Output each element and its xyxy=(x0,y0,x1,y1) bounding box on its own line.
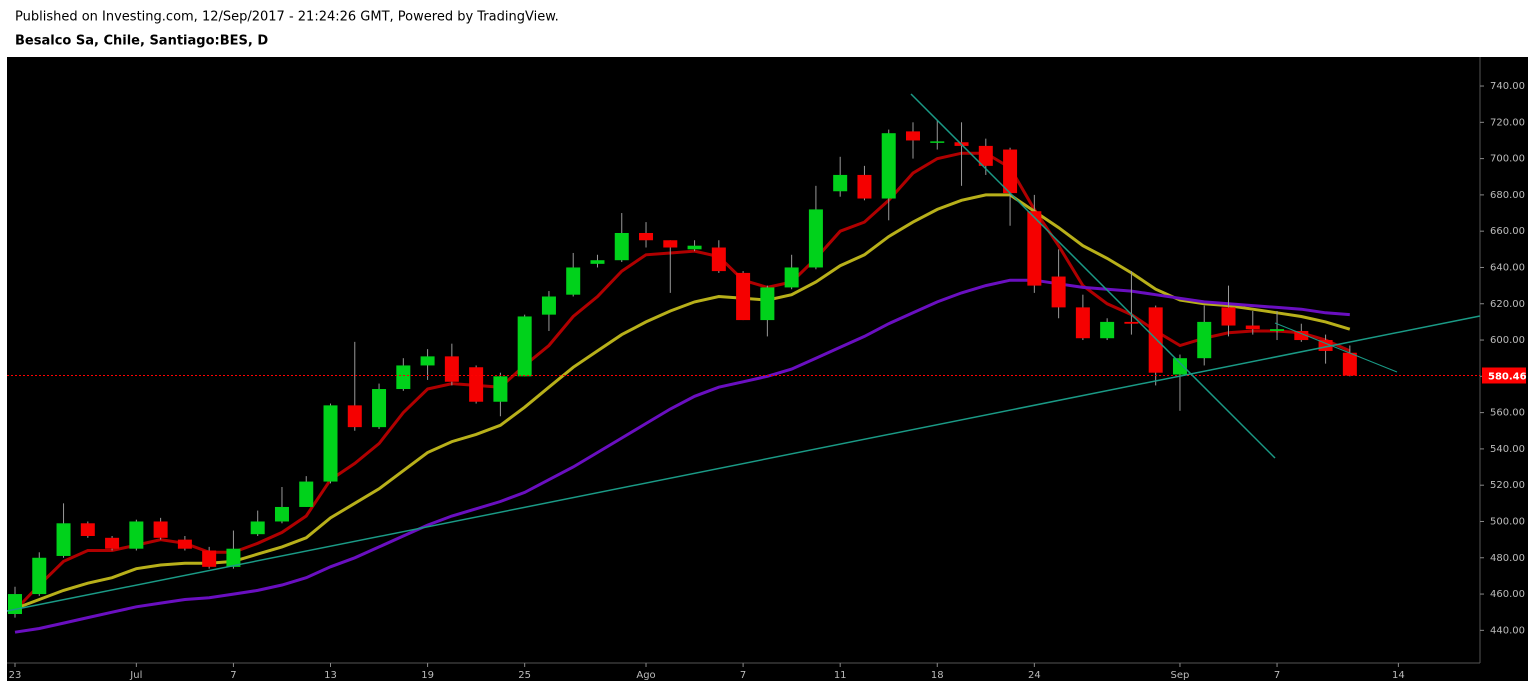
candle-body xyxy=(469,367,484,402)
candle-body xyxy=(80,523,95,536)
x-tick-label: 7 xyxy=(740,670,746,681)
y-tick-label: 680.00 xyxy=(1490,190,1525,201)
candle-body xyxy=(1003,149,1018,194)
x-tick-label: 25 xyxy=(518,670,531,681)
candle-body xyxy=(711,247,726,272)
candle-body xyxy=(736,272,751,321)
plot: 440.00 460.00 480.00 500.00 520.00 540.00 560.… xyxy=(7,81,1527,681)
candle-body xyxy=(833,174,848,192)
candle-body xyxy=(1342,352,1357,376)
trend-line xyxy=(6,315,1481,612)
candle-body xyxy=(930,141,945,143)
x-tick-label: 24 xyxy=(1028,670,1041,681)
candle-body xyxy=(566,267,581,295)
candle-body xyxy=(56,523,71,556)
plot-background xyxy=(7,57,1528,681)
candle-body xyxy=(1100,321,1115,339)
y-tick-label: 540.00 xyxy=(1490,444,1525,455)
trend-line xyxy=(1274,322,1398,373)
x-tick-label: 14 xyxy=(1392,670,1405,681)
candle-body xyxy=(784,267,799,288)
candle-body xyxy=(808,209,823,268)
candle-body xyxy=(1172,358,1187,375)
candle-body xyxy=(857,174,872,199)
candle-body xyxy=(614,232,629,261)
candle-body xyxy=(1075,307,1090,339)
candle-body xyxy=(105,537,120,549)
x-tick-label: Jul xyxy=(129,670,142,681)
candle-body xyxy=(177,539,192,549)
candle-body xyxy=(396,365,411,390)
candle-body xyxy=(663,240,678,248)
x-tick-label: 19 xyxy=(421,670,434,681)
candle-body xyxy=(1027,211,1042,286)
y-tick-label: 500.00 xyxy=(1490,516,1525,527)
y-tick-label: 740.00 xyxy=(1490,81,1525,92)
y-tick-label: 640.00 xyxy=(1490,262,1525,273)
candle-body xyxy=(299,481,314,507)
y-tick-label: 560.00 xyxy=(1490,408,1525,419)
candle-body xyxy=(202,550,217,567)
y-tick-label: 720.00 xyxy=(1490,117,1525,128)
y-tick-label: 480.00 xyxy=(1490,553,1525,564)
moving-average-line xyxy=(14,278,1350,634)
y-tick-label: 460.00 xyxy=(1490,589,1525,600)
candle-body xyxy=(226,548,241,567)
x-tick-label: 23 xyxy=(9,670,22,681)
x-tick-label: 11 xyxy=(834,670,847,681)
candle-body xyxy=(1318,340,1333,351)
candle-body xyxy=(541,296,556,315)
y-tick-label: 600.00 xyxy=(1490,335,1525,346)
x-tick-label: Ago xyxy=(636,670,655,681)
source-line: Published on Investing.com, 12/Sep/2017 … xyxy=(15,10,559,25)
y-tick-label: 440.00 xyxy=(1490,625,1525,636)
chart-title: Besalco Sa, Chile, Santiago:BES, D xyxy=(15,34,268,49)
candle-body xyxy=(687,245,702,250)
candle-body xyxy=(493,376,508,402)
candle-body xyxy=(444,356,459,382)
candle-body xyxy=(32,557,47,595)
candle-body xyxy=(760,287,775,321)
last-price-label: 580.46 xyxy=(1488,371,1527,382)
candle-body xyxy=(1270,329,1285,331)
x-tick-label: 7 xyxy=(230,670,236,681)
candle-body xyxy=(1245,325,1260,330)
candle-body xyxy=(905,131,920,141)
y-tick-label: 660.00 xyxy=(1490,226,1525,237)
candle-body xyxy=(1051,276,1066,308)
candle-body xyxy=(978,145,993,166)
candle-body xyxy=(129,521,144,549)
candle-body xyxy=(372,389,387,428)
y-tick-label: 520.00 xyxy=(1490,480,1525,491)
candle-body xyxy=(1294,330,1309,341)
trend-line xyxy=(910,93,1276,459)
candle-body xyxy=(1148,307,1163,373)
x-tick-label: 13 xyxy=(324,670,337,681)
candle-body xyxy=(1197,321,1212,359)
x-tick-label: 18 xyxy=(931,670,944,681)
candle-body xyxy=(153,521,168,538)
candle-body xyxy=(347,405,362,428)
candle-body xyxy=(1221,307,1236,326)
candle-body xyxy=(420,356,435,366)
candle-body xyxy=(881,133,896,199)
x-tick-label: 7 xyxy=(1274,670,1280,681)
candle-body xyxy=(517,316,532,377)
y-tick-label: 620.00 xyxy=(1490,299,1525,310)
candle-body xyxy=(274,506,289,522)
candle-body xyxy=(590,260,605,264)
candle-body xyxy=(323,405,338,482)
x-tick-label: Sep xyxy=(1171,670,1190,681)
last-price-box xyxy=(1482,367,1526,384)
candle-body xyxy=(1124,321,1139,324)
y-tick-label: 700.00 xyxy=(1490,154,1525,165)
candle-body xyxy=(639,232,654,241)
candle-body xyxy=(250,521,265,535)
